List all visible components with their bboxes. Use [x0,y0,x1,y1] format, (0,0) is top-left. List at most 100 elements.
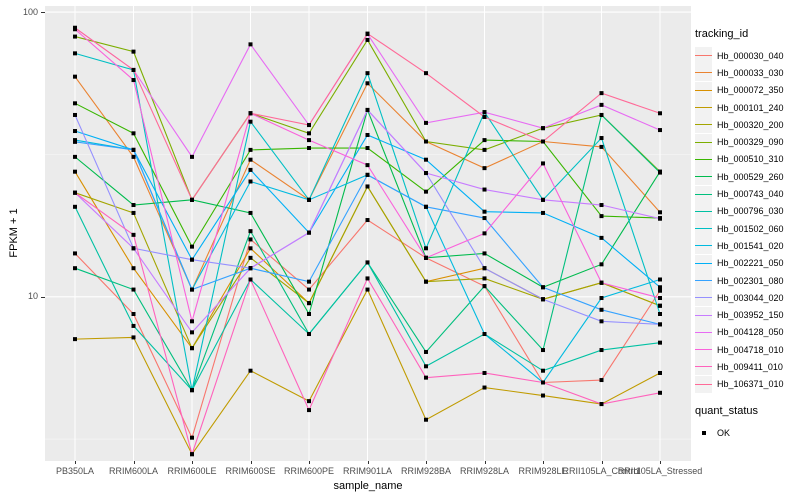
data-point-marker [248,157,253,162]
legend-entry: Hb_000329_090 [695,133,800,151]
legend-label: Hb_000030_040 [717,50,784,61]
data-point-marker [424,255,428,260]
legend-key [695,323,712,341]
data-point-marker [599,378,604,383]
data-point-marker [599,307,604,312]
data-point-marker [365,107,370,112]
data-point-marker [599,102,604,107]
data-point-marker [424,375,428,380]
data-point-marker [73,190,77,195]
data-point-marker [131,147,136,152]
data-point-marker [131,232,136,237]
data-point-marker [248,266,253,271]
data-point-marker [307,279,311,284]
data-point-marker [424,157,428,162]
legend-entry: Hb_000101_240 [695,99,800,117]
x-tick-label: RRIM600LE [167,466,217,476]
x-tick-mark [367,461,369,464]
data-point-marker [248,277,253,282]
x-tick-label: RRIM600LA [108,466,159,476]
legend-label: Hb_009411_010 [717,361,783,372]
data-point-marker [599,203,604,208]
data-point-marker [190,244,194,249]
legend-key [695,341,712,359]
data-point-marker [658,170,662,175]
data-point-marker [248,237,253,242]
legend-key [695,358,712,376]
data-point-marker [482,187,487,192]
x-tick-label: PB350LA [55,466,95,476]
legend-entries: Hb_000030_040 Hb_000033_030 Hb_000072_350 H… [695,47,800,393]
data-point-marker [482,114,487,119]
data-point-marker [307,123,311,128]
data-point-marker [248,167,253,172]
data-point-marker [658,285,662,290]
x-tick-mark [601,461,603,464]
x-tick-label: RRIM901LA [342,466,393,476]
legend-label: Hb_106371_010 [717,379,784,390]
legend-color-line-icon [695,107,712,109]
legend-label: Hb_003044_020 [717,292,784,303]
data-point-marker [482,138,487,143]
y-axis-title: FPKM + 1 [8,208,20,258]
legend-label: Hb_000796_030 [717,206,784,217]
legend-entry: Hb_000033_030 [695,64,800,82]
x-tick-mark [484,461,486,464]
data-point-marker [190,257,194,262]
legend-entry: Hb_002221_050 [695,254,800,272]
data-point-marker [73,251,77,256]
legend-label: Hb_000101_240 [717,102,784,113]
x-tick-mark [75,461,76,464]
legend-color-line-icon [695,176,712,178]
legend-label: Hb_000510_310 [717,154,784,165]
legend-color-line-icon [695,193,712,195]
data-point-marker [73,337,77,342]
data-point-marker [248,111,253,116]
data-point-marker [482,370,487,375]
legend-entry: Hb_001502_060 [695,220,800,238]
data-point-marker [599,91,604,96]
data-point-marker [424,349,428,354]
legend-key [695,47,712,65]
data-point-marker [482,385,487,390]
legend-key [695,168,712,186]
legend-key [695,64,712,82]
data-point-marker [482,166,487,171]
legend-color-line-icon [695,158,712,160]
legend-title-quant-status: quant_status [695,404,758,417]
legend-key [695,272,712,289]
data-point-marker [248,368,253,373]
legend-color-line-icon [695,314,712,316]
x-tick-label: RRIM600PE [283,466,335,476]
legend-label: Hb_003952_150 [717,310,784,321]
data-point-marker [658,340,662,345]
data-point-marker [307,301,311,306]
data-point-marker [190,388,194,393]
data-point-marker [307,287,311,292]
data-point-marker [541,297,545,302]
data-point-marker [424,71,428,76]
data-point-marker [599,280,604,285]
legend-color-line-icon [695,141,712,143]
data-point-marker [190,330,194,335]
data-point-marker [424,279,428,284]
data-point-marker [658,311,662,316]
legend-entry: Hb_001541_020 [695,237,800,255]
data-point-marker [365,71,370,76]
data-point-marker [658,390,662,395]
data-point-marker [658,322,662,327]
data-point-marker [73,34,77,39]
legend-label: Hb_001502_060 [717,223,784,234]
data-point-marker [365,146,370,151]
legend-color-line-icon [695,280,712,281]
data-point-marker [658,111,662,116]
data-point-marker [248,42,253,47]
legend-color-line-icon [695,383,712,385]
legend-entry: Hb_004128_050 [695,323,800,341]
data-point-marker [599,235,604,240]
data-point-marker [482,231,487,236]
legend-color-line-icon [695,72,712,74]
legend-key [695,150,712,168]
data-point-marker [131,49,136,54]
data-point-marker [365,31,370,36]
